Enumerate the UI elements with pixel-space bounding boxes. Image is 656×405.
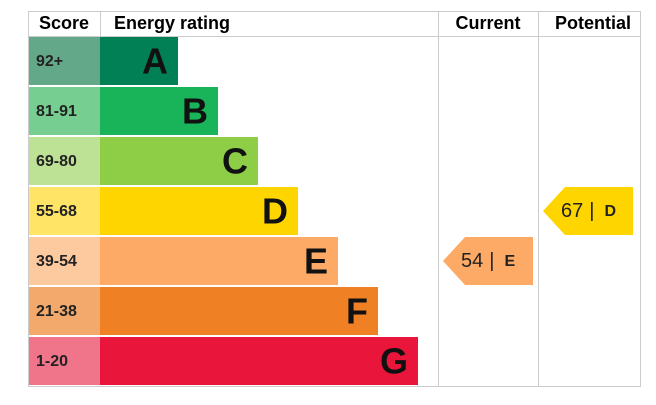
rating-letter: D bbox=[262, 191, 288, 232]
rating-bar bbox=[100, 137, 258, 185]
arrow-separator: | bbox=[489, 250, 494, 272]
rating-letter: F bbox=[346, 291, 368, 332]
score-label: 55-68 bbox=[36, 203, 77, 220]
rating-bar bbox=[100, 37, 178, 85]
header-current: Current bbox=[455, 13, 520, 33]
score-label: 69-80 bbox=[36, 153, 77, 170]
rating-letter: G bbox=[380, 341, 408, 382]
rating-letter: E bbox=[304, 241, 328, 282]
header-score: Score bbox=[39, 13, 89, 33]
score-label: 92+ bbox=[36, 53, 63, 70]
arrow-value: 54 bbox=[461, 250, 483, 272]
arrow-separator: | bbox=[589, 200, 594, 222]
arrow-rating: D bbox=[604, 203, 616, 220]
rating-bar bbox=[100, 237, 338, 285]
rating-bar bbox=[100, 187, 298, 235]
rating-bar bbox=[100, 287, 378, 335]
score-cell bbox=[29, 37, 100, 85]
arrow-label: 54 | E bbox=[461, 250, 515, 272]
score-cell bbox=[29, 337, 100, 385]
table-border bbox=[28, 11, 641, 387]
score-cell bbox=[29, 237, 100, 285]
rating-letter: C bbox=[222, 141, 248, 182]
arrow-label: 67 | D bbox=[561, 200, 616, 222]
score-cell bbox=[29, 287, 100, 335]
score-cell bbox=[29, 137, 100, 185]
score-label: 1-20 bbox=[36, 353, 68, 370]
score-label: 39-54 bbox=[36, 253, 77, 270]
header-potential: Potential bbox=[555, 13, 631, 33]
rating-bar bbox=[100, 87, 218, 135]
rating-arrow bbox=[443, 237, 533, 285]
rating-bar bbox=[100, 337, 418, 385]
rating-letter: B bbox=[182, 91, 208, 132]
header-rating: Energy rating bbox=[114, 13, 230, 33]
arrow-rating: E bbox=[504, 253, 515, 270]
arrow-value: 67 bbox=[561, 200, 583, 222]
score-cell bbox=[29, 87, 100, 135]
score-cell bbox=[29, 187, 100, 235]
score-label: 21-38 bbox=[36, 303, 77, 320]
rating-arrow bbox=[543, 187, 633, 235]
score-label: 81-91 bbox=[36, 103, 77, 120]
rating-letter: A bbox=[142, 41, 168, 82]
